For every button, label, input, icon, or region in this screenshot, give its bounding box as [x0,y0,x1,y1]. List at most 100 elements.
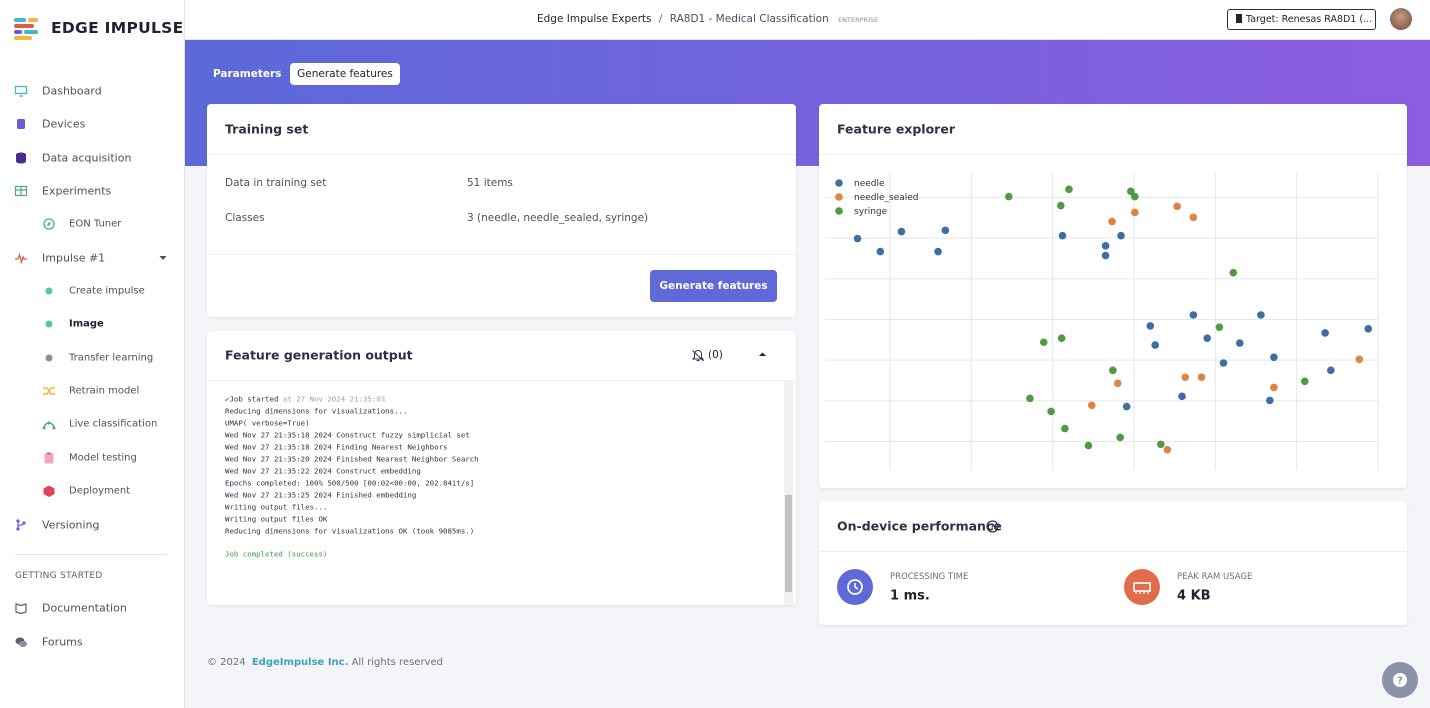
nav-item[interactable]: Devices [42,117,86,131]
divider [819,551,1407,552]
legend-label: needle [854,179,885,189]
data-point [1101,251,1110,260]
nav-item[interactable]: Deployment [69,485,131,497]
nav-icon [43,387,55,395]
help-button[interactable]: ? [1382,662,1418,698]
nav-icon [17,119,25,129]
nav-item[interactable]: Data acquisition [42,151,132,165]
data-point [1113,379,1122,388]
nav-icon [15,252,27,265]
collapse-caret[interactable] [758,351,767,358]
scrollbar-thumb[interactable] [785,495,792,592]
nav-item[interactable]: Versioning [42,518,100,532]
separator: / [658,13,663,25]
svg-text:?: ? [1397,676,1403,687]
nav-item[interactable]: Dashboard [42,84,102,98]
data-point [934,247,942,256]
row-value: 51 items [467,177,513,189]
badge: ENTERPRISE [838,16,879,24]
data-point [1163,445,1172,454]
data-point [1057,334,1066,342]
nav-item[interactable]: Experiments [42,184,112,198]
card-title: On-device performance [837,518,1002,534]
data-point [1084,441,1093,450]
avatar[interactable] [1390,8,1412,30]
data-point [1178,392,1186,401]
nav-item[interactable]: Transfer learning [69,352,154,364]
project-name: RA8D1 - Medical Classification [669,13,829,25]
nav-icon [45,287,53,295]
header: Edge Impulse Experts / RA8D1 - Medical C… [185,0,1430,40]
footer-link[interactable]: EdgeImpulse Inc. [251,657,349,668]
data-point [1229,268,1238,277]
data-point [1181,373,1190,382]
expand-caret[interactable] [159,255,167,261]
tab[interactable]: Parameters [213,68,282,80]
row-label: Classes [225,212,265,224]
nav-item[interactable]: Retrain model [69,385,140,397]
card-title: Feature generation output [225,347,413,363]
data-point [1065,185,1073,194]
data-point [1189,311,1198,319]
nav-item[interactable]: Model testing [69,452,137,464]
metric-label: PROCESSING TIME [890,572,969,582]
data-point [1026,394,1034,403]
data-point [1203,334,1212,342]
output-card: Feature generation output (0) ✔Job start… [207,331,796,605]
legend-marker [835,179,843,187]
metric-value: 1 ms. [890,588,930,604]
explorer-card: Feature explorer needle needle_sealed syri… [819,104,1407,488]
data-point [1189,213,1198,222]
logo-icon [14,18,38,40]
log-line: Writing output files OK [225,514,328,524]
target-button[interactable]: Target: Renesas RA8D1 (... [1227,9,1376,30]
data-point [1108,217,1116,226]
tab-active[interactable]: Generate features [290,63,400,85]
nav-item[interactable]: Impulse #1 [42,251,106,265]
nav-icon [42,421,56,430]
brand: EDGE IMPULSE [51,19,184,37]
nav-item[interactable]: Image [69,318,104,330]
nav-item[interactable]: EON Tuner [69,218,122,230]
nav-item[interactable]: Create impulse [69,285,145,297]
divider [15,554,167,555]
nav-icon [43,485,55,497]
footer-year: © 2024 [207,657,246,668]
memory-icon [1124,569,1160,605]
footer: © 2024 EdgeImpulse Inc. All rights reser… [207,657,443,668]
data-point [1219,359,1228,367]
data-point [1058,231,1067,240]
legend-label: syringe [854,207,888,217]
nav-item[interactable]: Live classification [69,418,158,430]
training-card: Training set Data in training set 51 ite… [207,104,796,317]
data-point [1122,402,1131,411]
generate-button[interactable]: Generate features [650,270,777,302]
data-point [1126,187,1135,196]
data-point [941,226,950,235]
owner-link[interactable]: Edge Impulse Experts [537,13,652,25]
data-point [1235,339,1244,347]
log-line: Wed Nov 27 21:35:18 2024 Finding Nearest… [225,442,448,452]
log-line: Wed Nov 27 21:35:18 2024 Construct fuzzy… [225,430,470,440]
nav-link[interactable]: Forums [42,635,83,649]
nav-link[interactable]: Documentation [42,601,127,615]
log-line: Reducing dimensions for visualizations O… [225,526,475,536]
divider [207,254,796,255]
log-line: Wed Nov 27 21:35:20 2024 Finished Neares… [225,454,479,464]
data-point [1270,353,1278,362]
data-point [1101,242,1110,250]
data-point [1131,208,1139,217]
metric-value: 4 KB [1177,588,1211,604]
data-point [1047,407,1055,416]
data-point [876,247,885,256]
data-point [1057,201,1065,210]
help-icon[interactable]: ? [986,520,999,533]
data-point [1146,322,1155,330]
row-label: Data in training set [225,177,327,189]
data-point [1257,311,1265,319]
log-success: Job completed (success) [225,549,328,559]
bell-off-icon[interactable] [691,349,705,362]
log-line: Epochs completed: 100% 500/500 [00:02<00… [225,478,475,488]
sidebar: EDGE IMPULSE Dashboard Devices Data acquis… [0,0,185,708]
